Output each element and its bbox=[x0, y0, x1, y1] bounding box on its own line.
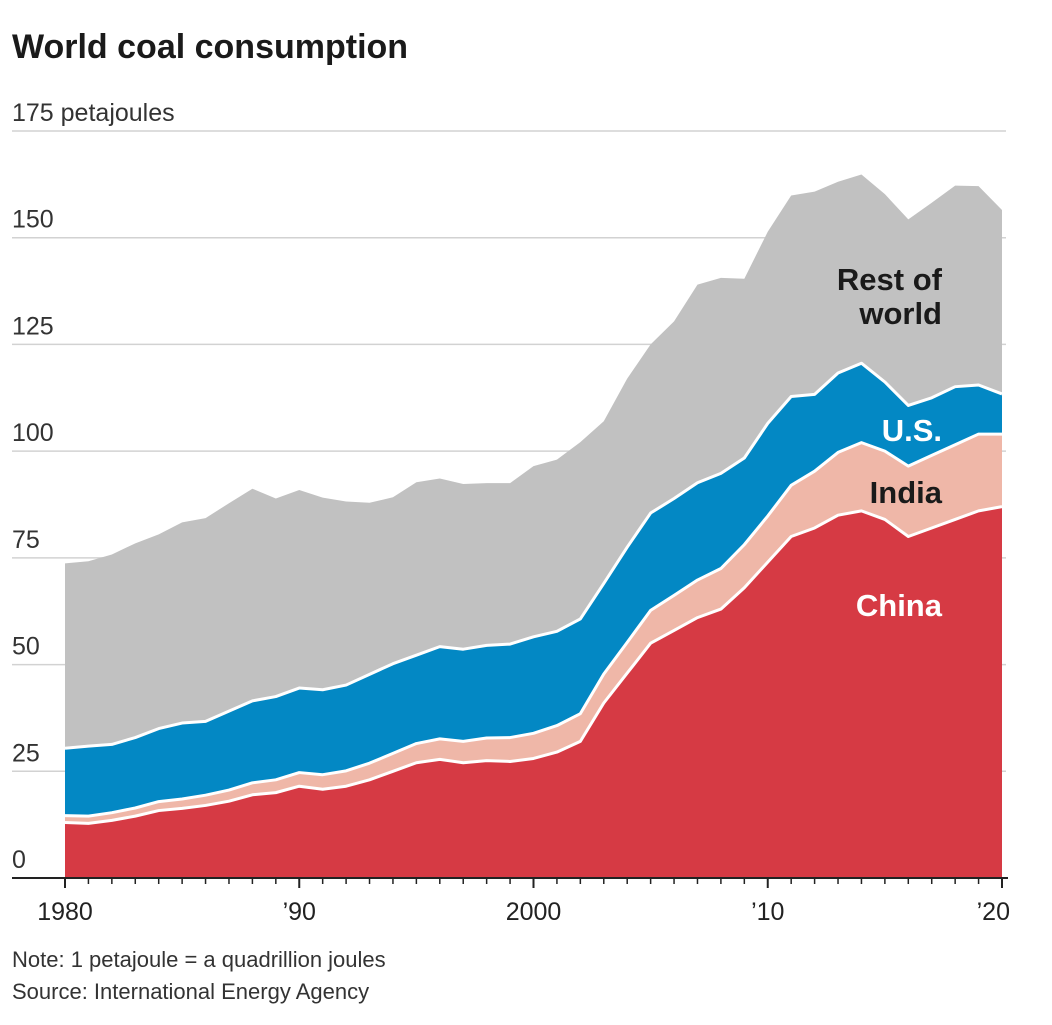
y-tick-label-100: 100 bbox=[12, 419, 54, 447]
y-tick-label-125: 125 bbox=[12, 312, 54, 340]
y-tick-label-0: 0 bbox=[12, 846, 26, 874]
series-label-rest-of-world: Rest of world bbox=[837, 262, 943, 331]
boundary-u-s bbox=[64, 361, 1003, 750]
x-tick-label-1980: 1980 bbox=[37, 898, 93, 926]
y-tick-label-75: 75 bbox=[12, 526, 40, 554]
boundary-china bbox=[64, 505, 1003, 825]
x-tick-label-1990: ’90 bbox=[283, 898, 316, 926]
area-india bbox=[65, 434, 1002, 824]
series-labels: China India U.S. Rest of world bbox=[837, 262, 943, 623]
chart-title: World coal consumption bbox=[12, 28, 409, 66]
series-label-india: India bbox=[870, 475, 943, 510]
chart-note: Note: 1 petajoule = a quadrillion joules bbox=[12, 947, 386, 972]
chart-source: Source: International Energy Agency bbox=[12, 979, 370, 1004]
series-label-u-s: U.S. bbox=[882, 413, 942, 448]
y-tick-label-175: 175 petajoules bbox=[12, 99, 175, 127]
x-tick-label-2010: ’10 bbox=[751, 898, 784, 926]
series-areas bbox=[64, 174, 1003, 878]
chart-footer: Note: 1 petajoule = a quadrillion joules… bbox=[12, 944, 386, 1008]
x-tick-label-2000: 2000 bbox=[506, 898, 562, 926]
boundary-india bbox=[64, 432, 1002, 818]
area-china bbox=[65, 506, 1002, 878]
y-tick-labels: 0 25 50 75 100 125 150 175 petajoules bbox=[12, 99, 175, 874]
area-u-s bbox=[65, 363, 1002, 817]
y-tick-label-50: 50 bbox=[12, 633, 40, 661]
x-tick-label-2020: ’20 bbox=[977, 898, 1010, 926]
chart-area: 1980 ’90 2000 ’10 ’20 0 25 50 75 100 125 150 175 pe… bbox=[12, 99, 1010, 926]
x-axis: 1980 ’90 2000 ’10 ’20 bbox=[12, 877, 1010, 926]
series-label-china: China bbox=[856, 588, 943, 623]
y-tick-label-150: 150 bbox=[12, 206, 54, 234]
y-tick-label-25: 25 bbox=[12, 739, 40, 767]
area-rest-of-world bbox=[65, 174, 1002, 749]
